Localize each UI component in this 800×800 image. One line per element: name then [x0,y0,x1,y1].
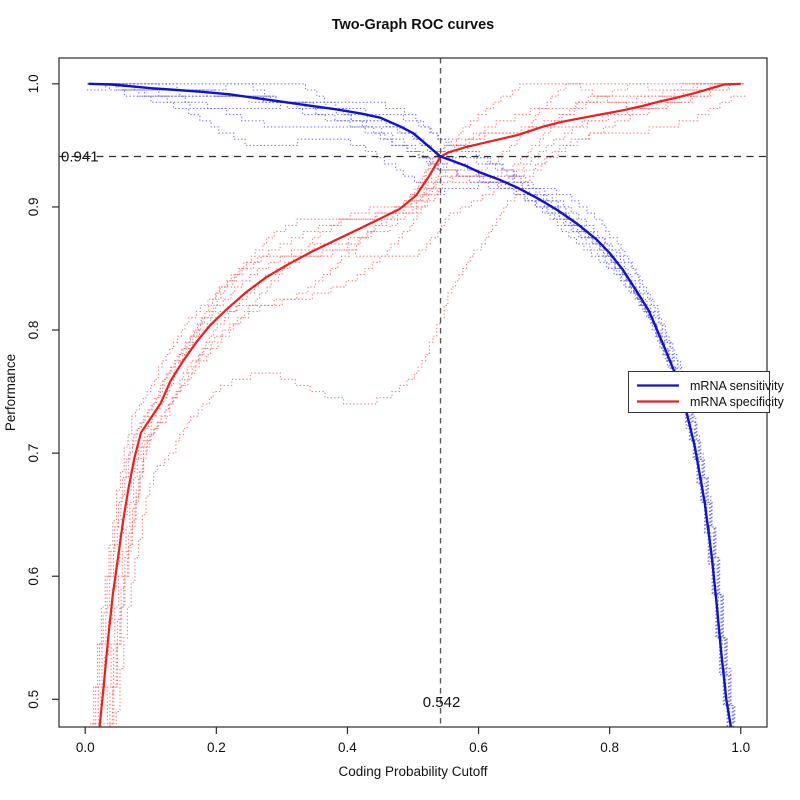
cutoff-value-label: 0.542 [423,694,461,711]
specificity-replicate-curve [94,83,739,725]
performance-value-label: 0.941 [61,148,99,165]
legend-item-specificity: mRNA specificity [637,395,785,409]
legend-label: mRNA sensitivity [690,379,785,393]
specificity-replicate-curve [100,83,740,727]
x-axis-tick-label: 0.8 [600,740,619,755]
legend-box [628,371,770,413]
specificity-replicate-curve [108,83,745,725]
y-axis-title: Performance [3,354,18,431]
legend-label: mRNA specificity [690,395,785,409]
y-axis-tick-label: 0.9 [26,198,41,217]
x-axis-tick-label: 0.2 [207,740,226,755]
specificity-mean-curve [98,82,741,727]
curves-layer [59,58,767,727]
x-axis-tick-label: 1.0 [731,740,750,755]
x-axis-tick-label: 0.4 [338,740,357,755]
sensitivity-replicate-curve [89,83,733,727]
y-axis-tick-label: 1.0 [26,74,41,93]
y-axis-tick-label: 0.5 [26,690,41,709]
legend-item-sensitivity: mRNA sensitivity [637,379,785,393]
x-axis-tick-label: 0.6 [469,740,488,755]
y-axis-tick-label: 0.7 [26,444,41,463]
legend: mRNA sensitivity mRNA specificity [628,371,785,413]
specificity-replicate-curve [103,83,743,725]
y-axis-tick-label: 0.6 [26,567,41,586]
figure-title: Two-Graph ROC curves [332,17,494,33]
sensitivity-mean-curve [88,82,733,727]
x-axis-title: Coding Probability Cutoff [338,764,487,779]
sensitivity-replicate-curve [87,83,729,724]
specificity-replicate-curve [115,95,746,727]
y-axis-tick-label: 0.8 [26,321,41,340]
x-axis-tick-label: 0.0 [76,740,95,755]
